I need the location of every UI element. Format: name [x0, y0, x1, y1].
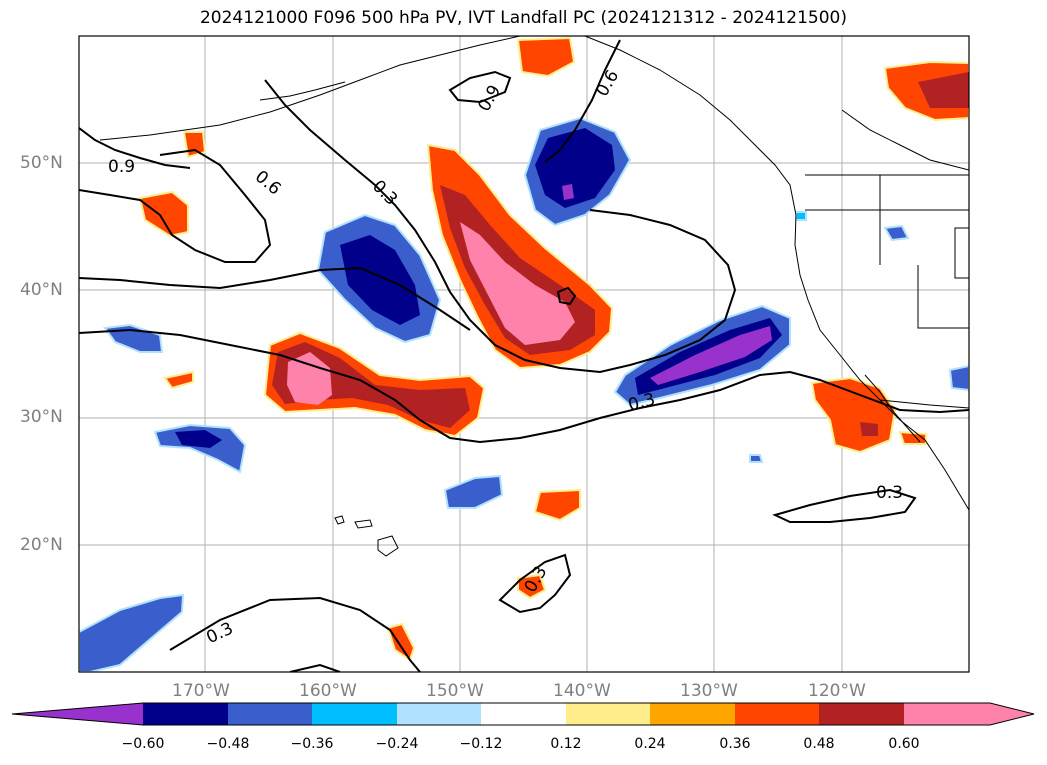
colorbar-bin [819, 703, 904, 725]
contour-label: 0.6 [592, 67, 623, 100]
lon-label: 140°W [553, 681, 611, 701]
pv-band-east-purple [650, 326, 772, 385]
lat-label: 50°N [20, 153, 63, 173]
colorbar-tick-label: 0.12 [550, 736, 582, 752]
lon-label: 170°W [172, 681, 230, 701]
colorbar-tick-label: 0.36 [719, 736, 751, 752]
lon-label: 150°W [426, 681, 484, 701]
contour-label: 0.6 [251, 167, 285, 200]
colorbar-bin [481, 703, 566, 725]
border-canada-interior [841, 109, 969, 171]
island-hawaii-1 [334, 515, 345, 525]
ivt-blob-south-west [386, 622, 416, 662]
colorbar-bin [735, 703, 819, 725]
colorbar-tick-label: −0.48 [206, 736, 250, 752]
ivt-blob-baja-core [860, 422, 878, 436]
contour-label: 0.9 [108, 157, 135, 177]
ivt-blob-baja [810, 376, 897, 454]
colorbar-tick-label: 0.48 [803, 736, 835, 752]
ivt-blob-gulf-alaska [516, 36, 576, 78]
pv-blob-subtropical [443, 474, 504, 509]
lat-label: 20°N [20, 535, 63, 555]
contour-09-northwest [79, 127, 191, 169]
contour-06-northwest [79, 148, 272, 263]
border-us-mexico [879, 399, 969, 409]
ivt-plume-central-pink [460, 222, 575, 345]
pv-blob-oregon-coast [795, 211, 807, 221]
lon-label: 160°W [299, 681, 357, 701]
colorbar-extend-min [12, 703, 143, 725]
contour-03-east [772, 488, 917, 523]
pv-blob-east-edge [948, 364, 969, 392]
pv-blob-north-central-purple [562, 184, 574, 200]
colorbar-tick-label: −0.60 [121, 736, 165, 752]
contour-small-loop [556, 286, 577, 306]
pv-blob-west-edge [103, 323, 164, 353]
colorbar-extend-max [904, 703, 1034, 725]
pv-blob-hawaii-west-core [175, 430, 222, 448]
colorbar-bin [566, 703, 650, 725]
pv-contours [79, 39, 969, 672]
colorbar-tick-label: −0.24 [375, 736, 419, 752]
coast-north-america [584, 36, 969, 511]
contour-03-southwest [169, 596, 421, 672]
lon-label: 130°W [680, 681, 738, 701]
lat-label: 30°N [20, 407, 63, 427]
contour-label: 0.9 [474, 82, 505, 115]
contour-06-north [544, 39, 621, 163]
colorbar-outline [11, 702, 1035, 726]
contour-label: 0.3 [876, 483, 903, 503]
chart-title: 2024121000 F096 500 hPa PV, IVT Landfall… [199, 8, 847, 28]
pv-blob-north-central-core [535, 128, 615, 208]
colorbar-tick-label: 0.24 [634, 736, 666, 752]
colorbar-bin [143, 703, 228, 725]
colorbar-bin [397, 703, 481, 725]
border-states-d [954, 227, 969, 279]
ivt-blob-south-small [517, 573, 547, 600]
ivt-blob-northeast-core [918, 72, 969, 108]
ivt-positive-regions [138, 36, 969, 662]
ivt-blob-subtropical [533, 488, 581, 522]
pv-blob-hawaii-west [153, 423, 247, 474]
border-states-c [917, 265, 969, 329]
colorbar-bin [228, 703, 312, 725]
pv-blob-southwest [79, 593, 185, 672]
coast-alaska-islands [259, 81, 346, 101]
contour-03-subtropical [79, 328, 969, 444]
coast-baja [864, 374, 921, 443]
island-hawaii-2 [354, 519, 373, 529]
pv-blob-nevada [883, 224, 910, 242]
colorbar-bin [650, 703, 735, 725]
coast-alaska [99, 36, 521, 141]
lon-label: 120°W [808, 681, 866, 701]
coastlines [99, 36, 969, 557]
ivt-blob-hawaii-north [163, 370, 194, 390]
colorbar-tick-label: −0.36 [290, 736, 334, 752]
colorbar-bin [312, 703, 397, 725]
contour-03-outer [79, 266, 471, 331]
colorbar [11, 702, 1035, 726]
lat-label: 40°N [20, 280, 63, 300]
ivt-band-west-pink [287, 352, 332, 405]
pv-negative-regions [79, 116, 969, 672]
island-hawaii-3 [377, 535, 399, 557]
map-frame [78, 35, 970, 673]
contour-03-main [264, 79, 737, 374]
contour-label: 0.3 [368, 176, 401, 209]
pv-blob-west-central-core [340, 235, 420, 325]
colorbar-tick-label: −0.12 [459, 736, 503, 752]
contour-label: 0.3 [203, 619, 236, 649]
contour-03-south [498, 553, 572, 614]
pv-blob-east-tiny [749, 454, 764, 463]
contour-03-inner [289, 663, 341, 672]
ivt-blob-west-small [138, 190, 189, 238]
colorbar-tick-label: 0.60 [888, 736, 920, 752]
contour-09-north [448, 70, 512, 104]
